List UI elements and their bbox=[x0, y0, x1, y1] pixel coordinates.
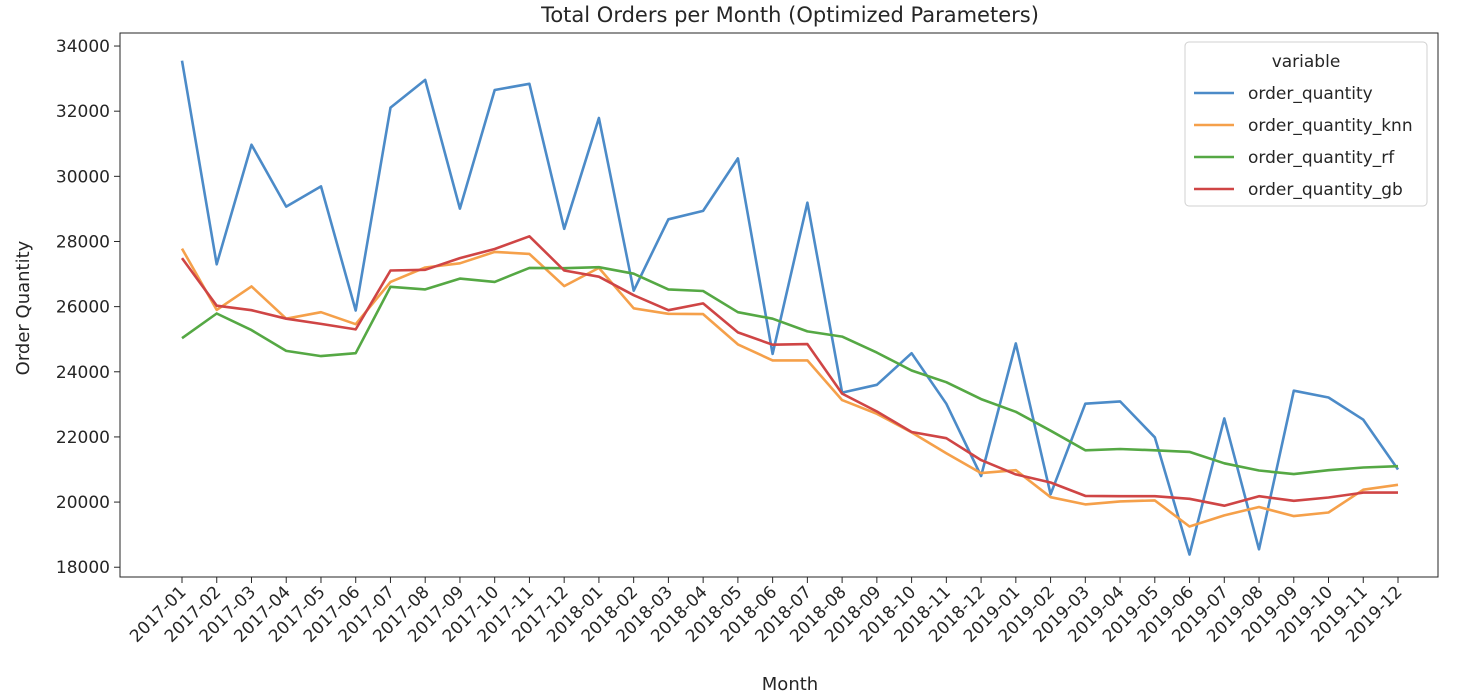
series-line-order-quantity-gb bbox=[180, 235, 1398, 508]
series-line-order-quantity-knn bbox=[180, 247, 1399, 528]
y-tick-label: 32000 bbox=[56, 102, 110, 122]
series-lines bbox=[180, 60, 1400, 556]
y-axis: 18000 20000 22000 24000 26000 28000 30000 32000… bbox=[56, 37, 120, 578]
y-tick-label: 24000 bbox=[56, 363, 110, 383]
legend-box bbox=[1184, 41, 1428, 207]
y-axis-title: Order Quantity bbox=[13, 240, 34, 375]
y-tick-label: 26000 bbox=[56, 298, 110, 318]
y-tick-label: 20000 bbox=[56, 493, 110, 513]
plot-frame bbox=[119, 32, 1439, 578]
legend-label-order-quantity: order_quantity bbox=[1248, 84, 1373, 104]
series-line-order-quantity-rf bbox=[181, 265, 1399, 476]
y-tick-label: 18000 bbox=[56, 558, 110, 578]
legend-title: variable bbox=[1272, 52, 1341, 72]
legend-label-order-quantity-gb: order_quantity_gb bbox=[1248, 180, 1403, 200]
y-tick-label: 22000 bbox=[56, 428, 110, 448]
y-tick-label: 28000 bbox=[56, 232, 110, 252]
y-tick-label: 30000 bbox=[56, 167, 110, 187]
legend-label-order-quantity-rf: order_quantity_rf bbox=[1248, 148, 1395, 168]
series-line-order-quantity bbox=[180, 60, 1400, 556]
x-axis-title: Month bbox=[762, 674, 818, 695]
chart-title: Total Orders per Month (Optimized Parame… bbox=[540, 3, 1039, 27]
y-tick-label: 34000 bbox=[56, 37, 110, 57]
legend: variable order_quantity order_quantity_kn… bbox=[1184, 41, 1428, 207]
x-axis: 2017-012017-022017-032017-042017-052017-… bbox=[126, 577, 1407, 647]
legend-label-order-quantity-knn: order_quantity_knn bbox=[1248, 116, 1413, 136]
